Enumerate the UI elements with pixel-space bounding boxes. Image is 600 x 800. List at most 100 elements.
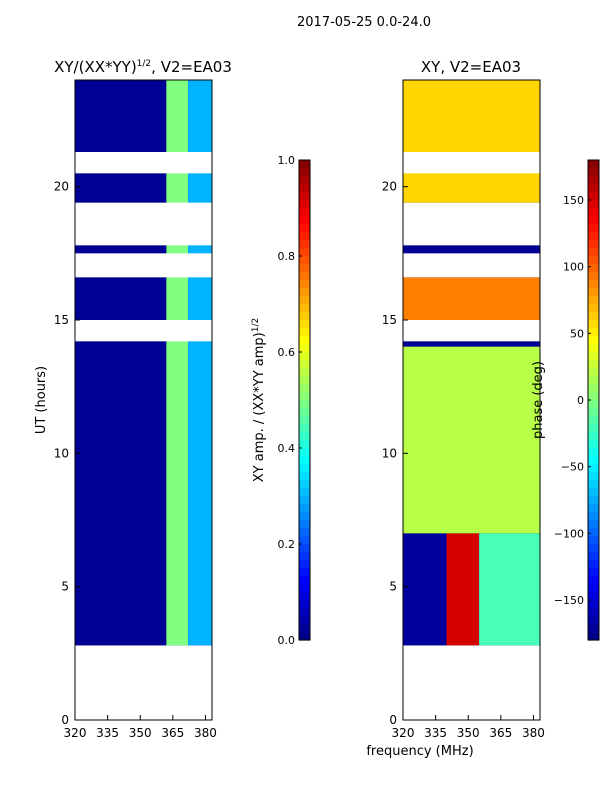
colorbar-step bbox=[588, 520, 599, 529]
y-tick-label: 10 bbox=[382, 446, 397, 460]
colorbar-step bbox=[299, 376, 310, 385]
x-tick-label: 335 bbox=[424, 726, 447, 740]
colorbar-step bbox=[588, 600, 599, 609]
colorbar-step bbox=[299, 224, 310, 233]
colorbar-step bbox=[299, 456, 310, 465]
colorbar-step bbox=[588, 360, 599, 369]
x-tick-label: 365 bbox=[161, 726, 184, 740]
colorbar-tick-label: 0.8 bbox=[278, 250, 296, 263]
x-tick-label: 350 bbox=[129, 726, 152, 740]
colorbar-step bbox=[299, 632, 310, 641]
amplitude-panel-title: XY/(XX*YY)1/2, V2=EA03 bbox=[54, 58, 232, 76]
heatmap-cell bbox=[403, 346, 540, 534]
colorbar-step bbox=[299, 528, 310, 537]
y-tick-label: 20 bbox=[54, 180, 69, 194]
colorbar-step bbox=[299, 488, 310, 497]
colorbar-step bbox=[299, 384, 310, 393]
colorbar-step bbox=[588, 312, 599, 321]
data-gap bbox=[403, 202, 540, 246]
colorbar-step bbox=[588, 424, 599, 433]
colorbar-step bbox=[588, 304, 599, 313]
colorbar-step bbox=[588, 184, 599, 193]
colorbar-tick-label: 0.6 bbox=[278, 346, 296, 359]
colorbar-step bbox=[588, 344, 599, 353]
data-gap bbox=[403, 253, 540, 278]
colorbar-step bbox=[588, 632, 599, 641]
colorbar-step bbox=[299, 440, 310, 449]
amplitude-colorbar-label: XY amp. / (XX*YY amp)1/2 bbox=[251, 318, 267, 482]
colorbar-step bbox=[588, 504, 599, 513]
colorbar-step bbox=[588, 528, 599, 537]
colorbar-step bbox=[588, 192, 599, 201]
colorbar-step bbox=[299, 168, 310, 177]
colorbar-step bbox=[588, 296, 599, 305]
phase-colorbar-gradient bbox=[588, 160, 599, 641]
colorbar-step bbox=[588, 568, 599, 577]
colorbar-step bbox=[588, 416, 599, 425]
colorbar-step bbox=[588, 608, 599, 617]
colorbar-step bbox=[299, 192, 310, 201]
colorbar-step bbox=[588, 256, 599, 265]
phase-y-ticks: 0 5 10 15 20 bbox=[382, 180, 408, 727]
phase-colorbar-ticks: −150 −100 −50 0 50 100 150 bbox=[554, 194, 591, 607]
amplitude-x-ticks: 320 335 350 365 380 bbox=[64, 715, 217, 740]
phase-panel: XY, V2=EA03 320 335 350 365 380 0 5 10 15 20 bbox=[382, 58, 545, 740]
colorbar-step bbox=[299, 240, 310, 249]
colorbar-step bbox=[299, 600, 310, 609]
colorbar-step bbox=[588, 488, 599, 497]
colorbar-step bbox=[299, 264, 310, 273]
colorbar-step bbox=[588, 384, 599, 393]
colorbar-step bbox=[299, 200, 310, 209]
colorbar-step bbox=[588, 464, 599, 473]
amplitude-colorbar-ticks: 0.0 0.2 0.4 0.6 0.8 1.0 bbox=[278, 154, 302, 647]
amplitude-y-ticks: 0 5 10 15 20 bbox=[54, 180, 80, 727]
colorbar-tick-label: 0.4 bbox=[278, 442, 296, 455]
colorbar-step bbox=[299, 160, 310, 169]
colorbar-step bbox=[299, 288, 310, 297]
amplitude-colorbar-frame bbox=[298, 159, 311, 641]
data-gap bbox=[75, 202, 212, 246]
colorbar-step bbox=[588, 616, 599, 625]
colorbar-step bbox=[588, 472, 599, 481]
colorbar-step bbox=[588, 496, 599, 505]
colorbar-step bbox=[299, 480, 310, 489]
data-gap bbox=[403, 152, 540, 174]
colorbar-tick-label: 0.0 bbox=[278, 634, 296, 647]
colorbar-step bbox=[299, 296, 310, 305]
colorbar-step bbox=[588, 368, 599, 377]
colorbar-step bbox=[299, 312, 310, 321]
x-axis-label: frequency (MHz) bbox=[366, 744, 473, 759]
amplitude-panel: XY/(XX*YY)1/2, V2=EA03 320 335 350 365 380 0… bbox=[34, 58, 232, 740]
colorbar-step bbox=[588, 624, 599, 633]
colorbar-step bbox=[299, 432, 310, 441]
amplitude-colorbar-gradient bbox=[299, 160, 310, 641]
colorbar-step bbox=[299, 608, 310, 617]
colorbar-step bbox=[588, 584, 599, 593]
colorbar-tick-label: 0 bbox=[577, 394, 584, 407]
colorbar-step bbox=[299, 352, 310, 361]
y-tick-label: 10 bbox=[54, 446, 69, 460]
colorbar-step bbox=[588, 176, 599, 185]
x-tick-label: 365 bbox=[489, 726, 512, 740]
y-tick-label: 0 bbox=[61, 713, 69, 727]
colorbar-step bbox=[299, 496, 310, 505]
colorbar-step bbox=[299, 328, 310, 337]
data-gap bbox=[403, 320, 540, 342]
amplitude-heatmap bbox=[75, 80, 212, 646]
colorbar-tick-label: 1.0 bbox=[278, 154, 296, 167]
colorbar-step bbox=[588, 272, 599, 281]
heatmap-cell bbox=[75, 80, 167, 646]
colorbar-step bbox=[588, 232, 599, 241]
colorbar-step bbox=[588, 200, 599, 209]
colorbar-step bbox=[299, 344, 310, 353]
x-tick-label: 320 bbox=[392, 726, 415, 740]
colorbar-step bbox=[299, 592, 310, 601]
colorbar-step bbox=[588, 328, 599, 337]
y-tick-label: 15 bbox=[382, 313, 397, 327]
colorbar-step bbox=[299, 216, 310, 225]
colorbar-step bbox=[299, 208, 310, 217]
y-tick-label: 5 bbox=[389, 580, 397, 594]
colorbar-step bbox=[588, 400, 599, 409]
x-tick-label: 335 bbox=[96, 726, 119, 740]
amplitude-colorbar: 0.0 0.2 0.4 0.6 0.8 1.0 XY amp. / (XX*YY amp)… bbox=[251, 154, 311, 647]
